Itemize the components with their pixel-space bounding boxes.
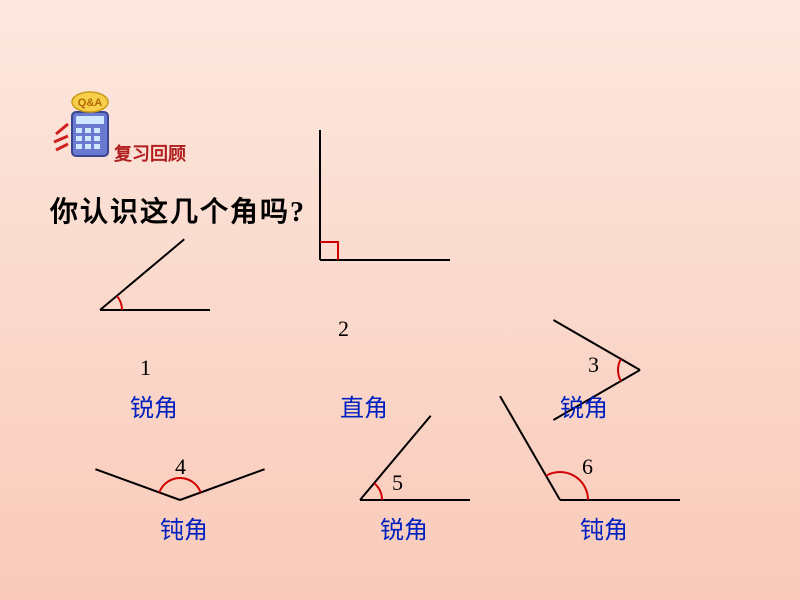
angle-type-label: 锐角 — [560, 388, 608, 423]
angle-number: 4 — [175, 454, 186, 480]
angle-type-label: 锐角 — [380, 510, 428, 545]
angle-5: 5 锐角 — [0, 0, 800, 600]
question-text: 你认识这几个角吗? — [50, 190, 306, 230]
angle-2: 2 直角 — [0, 0, 800, 600]
qa-calculator-icon: Q&A — [50, 90, 120, 165]
angle-number: 5 — [392, 470, 403, 496]
svg-text:Q&A: Q&A — [78, 97, 103, 109]
angle-6: 6 钝角 — [0, 0, 800, 600]
angle-number: 2 — [338, 316, 349, 342]
angle-number: 3 — [588, 352, 599, 378]
angle-type-label: 钝角 — [580, 510, 628, 545]
angle-3: 3 锐角 — [0, 0, 800, 600]
angle-number: 1 — [140, 355, 151, 381]
angle-4: 4 钝角 — [0, 0, 800, 600]
angle-1: 1 锐角 — [0, 0, 800, 600]
angle-type-label: 钝角 — [160, 510, 208, 545]
section-label: 复习回顾 — [114, 140, 186, 166]
angle-type-label: 直角 — [340, 388, 388, 423]
angle-type-label: 锐角 — [130, 388, 178, 423]
angle-number: 6 — [582, 454, 593, 480]
